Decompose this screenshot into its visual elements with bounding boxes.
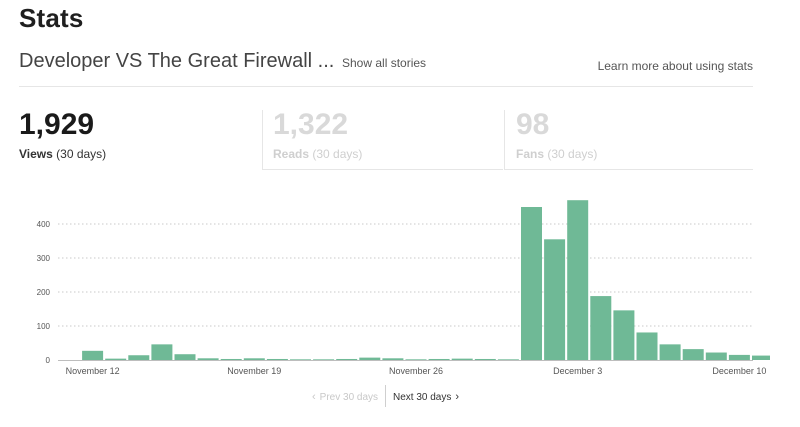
chart-bar	[174, 354, 196, 360]
chart-bar	[266, 358, 288, 360]
chart-bar	[636, 332, 658, 360]
chart-bar	[497, 359, 519, 360]
chart-bar	[659, 344, 681, 360]
views-bar-chart: 0 100 200 300 400 November 12 November 19 Novem…	[37, 200, 770, 376]
reads-count: 1,322	[273, 108, 349, 141]
pager-divider	[385, 385, 386, 407]
chart-bar	[474, 358, 496, 360]
show-all-stories-link[interactable]: Show all stories	[342, 56, 427, 70]
reads-label: Reads (30 days)	[273, 147, 363, 161]
y-tick-label: 400	[37, 220, 51, 229]
chart-bar	[220, 358, 242, 360]
chart-bar	[151, 344, 173, 360]
tab-reads[interactable]: 1,322 Reads (30 days)	[262, 110, 503, 170]
chart-bar	[197, 358, 219, 360]
learn-more-stats-link[interactable]: Learn more about using stats	[597, 59, 753, 73]
chart-bar	[243, 358, 265, 360]
chart-bar	[405, 359, 427, 360]
x-tick-label: December 10	[712, 366, 766, 376]
y-tick-label: 100	[37, 322, 51, 331]
chart-bar	[290, 359, 311, 360]
chart-bar	[313, 359, 335, 360]
x-tick-label: December 3	[553, 366, 602, 376]
chart-bar	[336, 358, 358, 360]
chart-bar	[682, 349, 704, 360]
x-tick-label: November 12	[66, 366, 120, 376]
chart-bar	[521, 207, 542, 360]
page-title: Stats	[19, 3, 84, 33]
x-tick-label: November 19	[227, 366, 281, 376]
chart-bar	[752, 355, 770, 360]
story-header: Developer VS The Great Firewall ... Show…	[19, 50, 753, 87]
y-tick-label: 0	[46, 356, 51, 365]
tab-views[interactable]: 1,929 Views (30 days)	[19, 110, 261, 170]
chart-bar	[382, 358, 404, 360]
fans-label: Fans (30 days)	[516, 147, 598, 161]
fans-count: 98	[516, 108, 550, 141]
chart-bar	[613, 310, 635, 360]
y-tick-label: 200	[37, 288, 51, 297]
chart-bar	[728, 354, 750, 360]
chevron-right-icon: ›	[455, 391, 460, 403]
chart-bar	[359, 357, 381, 360]
pagination: ‹ Prev 30 days Next 30 days ›	[0, 385, 770, 407]
next-30-days-button[interactable]: Next 30 days ›	[393, 391, 460, 403]
chart-bar	[544, 239, 566, 360]
chart-bar	[428, 358, 450, 360]
chart-bar	[128, 355, 150, 360]
chart-bar	[82, 350, 104, 360]
tab-fans[interactable]: 98 Fans (30 days)	[504, 110, 753, 170]
story-title[interactable]: Developer VS The Great Firewall ...	[19, 50, 335, 72]
chart-bar	[590, 296, 612, 360]
chart-bar	[567, 200, 589, 360]
x-tick-label: November 26	[389, 366, 443, 376]
chevron-left-icon: ‹	[312, 391, 316, 403]
prev-30-days-button[interactable]: ‹ Prev 30 days	[312, 391, 379, 403]
views-count: 1,929	[19, 108, 95, 141]
chart-bar	[451, 358, 473, 360]
y-tick-label: 300	[37, 254, 51, 263]
views-label: Views (30 days)	[19, 147, 107, 161]
chart-bar	[105, 358, 127, 360]
chart-bar	[705, 352, 727, 360]
